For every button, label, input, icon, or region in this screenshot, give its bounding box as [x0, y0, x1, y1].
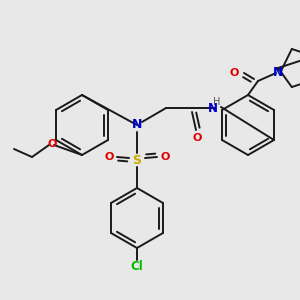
Text: O: O: [47, 139, 57, 149]
Text: O: O: [229, 68, 239, 78]
Text: O: O: [104, 152, 114, 162]
Text: N: N: [132, 118, 142, 131]
Text: H: H: [213, 97, 221, 107]
Text: N: N: [208, 101, 218, 115]
Text: Cl: Cl: [130, 260, 143, 272]
Text: N: N: [273, 67, 283, 80]
Text: S: S: [133, 154, 142, 166]
Text: O: O: [192, 133, 202, 143]
Text: O: O: [160, 152, 170, 162]
